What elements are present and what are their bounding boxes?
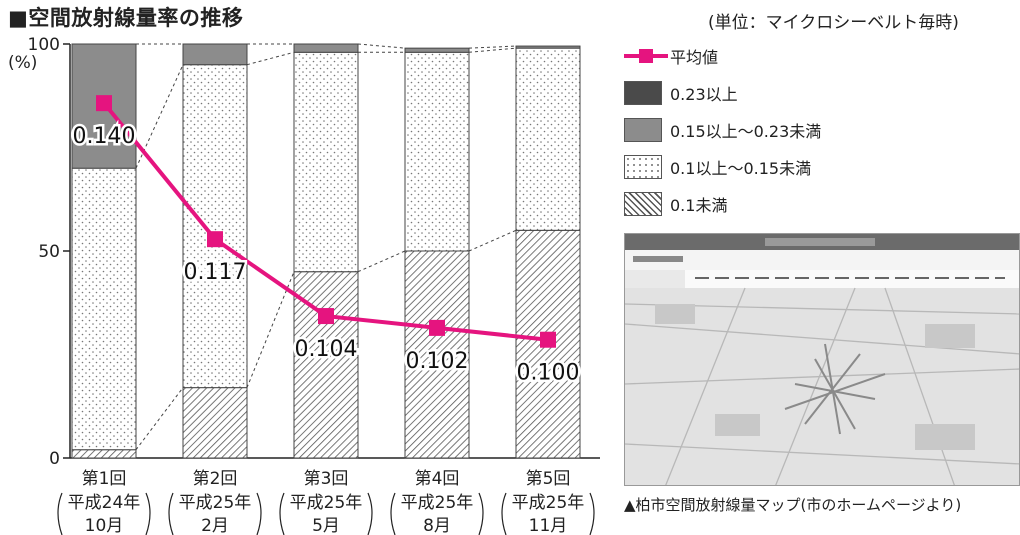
category-era: 平成25年 (401, 493, 474, 513)
category-era: 平成25年 (290, 493, 363, 513)
paren-left (279, 492, 285, 535)
chart-title: ■空間放射線量率の推移 (8, 6, 244, 30)
category-month: 5月 (312, 516, 340, 535)
bar-segment-2 (293, 51, 359, 273)
unit-note: (単位：マイクロシーベルト毎時) (708, 13, 959, 33)
legend-label: 0.15以上～0.23未満 (670, 122, 822, 141)
y-axis-unit: (%) (8, 53, 37, 73)
series-connector (246, 271, 295, 388)
series-connector (468, 45, 517, 49)
category-era: 平成24年 (68, 493, 141, 513)
bar-segment-3 (404, 47, 470, 53)
average-point (96, 95, 112, 112)
legend-label: 0.23以上 (670, 85, 738, 104)
paren-left (57, 492, 63, 535)
stacked-bar-chart: 100 50 0 (%) 0.140 0.117 0.104 0.102 0.100 第1回平… (8, 35, 600, 535)
legend-swatch (624, 81, 662, 105)
bar-segment-2 (515, 47, 581, 231)
paren-right (589, 492, 595, 535)
category-label: 第5回 (526, 469, 571, 489)
average-point (540, 331, 556, 348)
legend-label: 平均値 (670, 48, 719, 67)
series-connector (468, 47, 517, 53)
series-connector (357, 43, 406, 49)
paren-left (168, 492, 174, 535)
category-month: 8月 (423, 516, 451, 535)
map-caption: ▲柏市空間放射線量マップ(市のホームページより) (624, 496, 962, 514)
legend-swatch (624, 155, 662, 179)
series-connector (246, 51, 295, 66)
average-point (207, 231, 223, 248)
average-label: 0.102 (406, 349, 469, 374)
average-point (318, 308, 334, 325)
radiation-map-screenshot (624, 233, 1020, 486)
legend-item: 0.1未満 (624, 192, 727, 216)
bar-segment-3 (293, 43, 359, 53)
series-connector (468, 229, 517, 252)
category-month: 10月 (85, 516, 124, 535)
legend-swatch (624, 118, 662, 142)
paren-left (501, 492, 507, 535)
legend-label: 0.1以上～0.15未満 (670, 159, 812, 178)
category-era: 平成25年 (512, 493, 585, 513)
legend-label: 0.1未満 (670, 196, 728, 215)
series-connector (357, 250, 406, 273)
category-label: 第3回 (304, 469, 349, 489)
legend-swatch (624, 192, 662, 216)
y-tick-label: 50 (38, 242, 60, 262)
legend-item: 0.15以上～0.23未満 (624, 118, 821, 142)
map-illustration (625, 234, 1019, 485)
bar-segment-2 (404, 51, 470, 252)
category-label: 第1回 (82, 469, 127, 489)
legend-item: 平均値 (624, 44, 718, 68)
category-month: 2月 (201, 516, 229, 535)
average-label: 0.104 (295, 337, 358, 362)
legend-item: 0.23以上 (624, 81, 738, 105)
category-label: 第4回 (415, 469, 460, 489)
paren-left (390, 492, 396, 535)
bar-segment-2 (182, 64, 248, 389)
series-connector (135, 387, 184, 451)
y-tick-label: 100 (28, 35, 60, 55)
paren-right (478, 492, 484, 535)
category-month: 11月 (529, 516, 568, 535)
bar-segment-1 (182, 387, 248, 459)
bar-segment-2 (71, 167, 137, 451)
y-tick-label: 0 (49, 449, 60, 469)
average-label: 0.117 (184, 260, 247, 285)
category-label: 第2回 (193, 469, 238, 489)
average-label: 0.140 (73, 124, 136, 149)
paren-right (367, 492, 373, 535)
average-label: 0.100 (517, 361, 580, 386)
bar-segment-3 (515, 45, 581, 49)
paren-right (145, 492, 151, 535)
legend-item: 0.1以上～0.15未満 (624, 155, 811, 179)
paren-right (256, 492, 262, 535)
bar-segment-3 (182, 43, 248, 66)
bar-segment-1 (404, 250, 470, 459)
bar-segment-1 (71, 449, 137, 459)
category-era: 平成25年 (179, 493, 252, 513)
legend-line-swatch (624, 49, 668, 63)
average-point (429, 319, 445, 336)
